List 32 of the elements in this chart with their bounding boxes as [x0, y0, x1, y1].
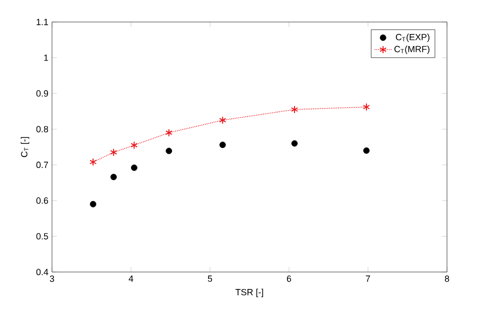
x-tick-label: 8	[444, 276, 450, 282]
y-tick-label: 0.8	[36, 126, 48, 132]
x-tick-label: 6	[286, 276, 292, 282]
point	[110, 148, 118, 156]
point	[291, 106, 298, 114]
x-tick-label: 4	[128, 276, 134, 282]
point	[90, 200, 96, 208]
y-tick-label: 0.9	[36, 90, 48, 97]
y-tick-label: 1	[44, 54, 48, 61]
point	[165, 128, 172, 137]
legend-label: C$_{T}$(MRF)	[394, 46, 430, 54]
point	[363, 147, 370, 154]
y-tick-label: 0.4	[36, 268, 48, 276]
x-axis-title: TSR [-]	[236, 288, 264, 298]
point	[130, 164, 138, 171]
y-tick-label: 1.1	[36, 18, 48, 26]
x-tick-label: 3	[50, 276, 54, 282]
point	[219, 116, 226, 124]
point	[110, 174, 117, 180]
y-axis-title: C$_{T}$ [-]	[20, 137, 30, 158]
y-tick-label: 0.7	[36, 162, 48, 168]
legend-label: C$_{T}$(EXP)	[396, 34, 430, 42]
point	[90, 158, 97, 166]
x-tick-label: 7	[366, 276, 370, 282]
x-tick-label: 5	[208, 276, 212, 282]
point	[362, 103, 370, 111]
point	[291, 140, 298, 147]
point	[219, 142, 226, 148]
point	[166, 148, 172, 154]
y-tick-label: 0.5	[36, 233, 48, 240]
y-tick-label: 0.6	[36, 197, 48, 204]
point	[130, 141, 138, 150]
